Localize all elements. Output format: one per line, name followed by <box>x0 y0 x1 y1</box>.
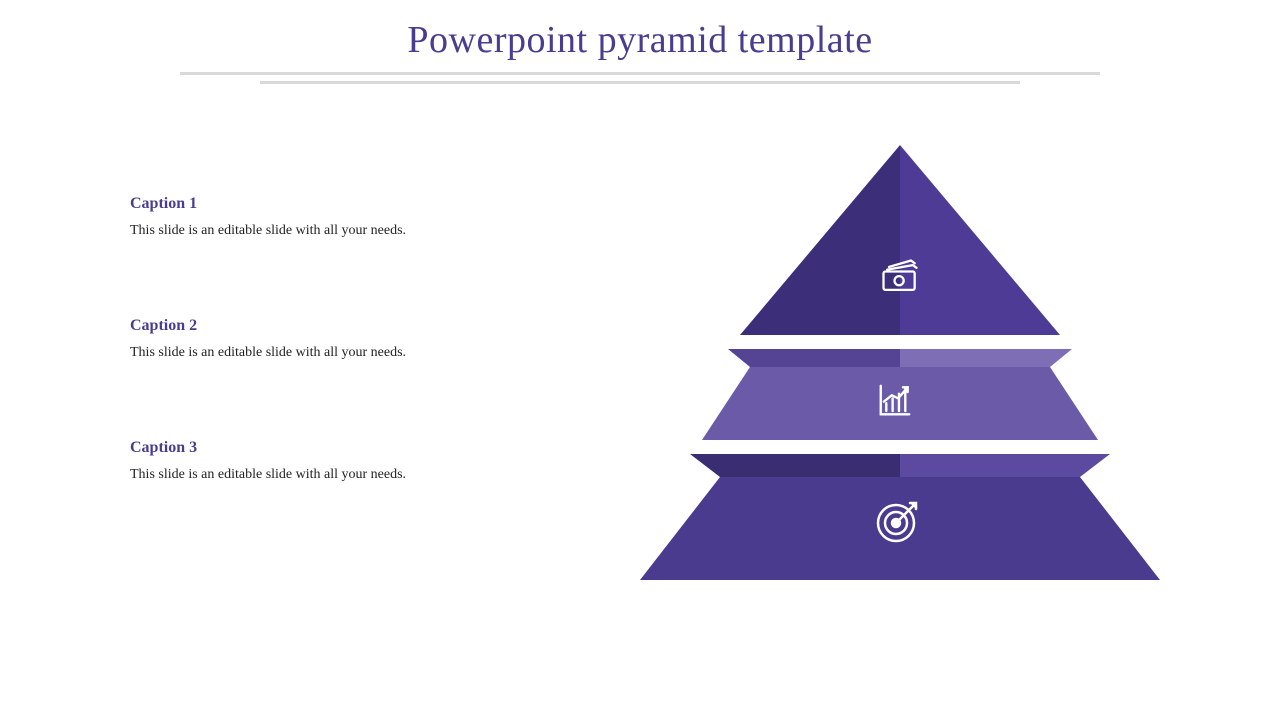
slide-root: Powerpoint pyramid template Caption 1 Th… <box>0 0 1280 720</box>
target-icon <box>874 497 922 545</box>
rule-bottom <box>260 81 1020 84</box>
pyramid-tier-1 <box>740 145 1060 335</box>
tier3-top-right <box>900 454 1110 477</box>
slide-title: Powerpoint pyramid template <box>0 18 1280 62</box>
rule-top <box>180 72 1100 75</box>
caption-2-body: This slide is an editable slide with all… <box>130 345 510 361</box>
cash-icon <box>878 255 922 299</box>
caption-3-body: This slide is an editable slide with all… <box>130 467 510 483</box>
caption-3: Caption 3 This slide is an editable slid… <box>130 439 510 483</box>
tier2-top-left <box>728 349 900 367</box>
title-area: Powerpoint pyramid template <box>0 18 1280 62</box>
captions-column: Caption 1 This slide is an editable slid… <box>130 195 510 561</box>
caption-1-body: This slide is an editable slide with all… <box>130 223 510 239</box>
caption-2-title: Caption 2 <box>130 317 510 335</box>
caption-2: Caption 2 This slide is an editable slid… <box>130 317 510 361</box>
caption-1: Caption 1 This slide is an editable slid… <box>130 195 510 239</box>
pyramid-diagram <box>620 135 1180 645</box>
title-underline <box>180 72 1100 84</box>
tier1-face-left <box>740 145 900 335</box>
caption-1-title: Caption 1 <box>130 195 510 213</box>
tier3-top-left <box>690 454 900 477</box>
caption-3-title: Caption 3 <box>130 439 510 457</box>
tier1-face-right <box>900 145 1060 335</box>
tier2-top-right <box>900 349 1072 367</box>
chart-icon <box>876 381 914 419</box>
